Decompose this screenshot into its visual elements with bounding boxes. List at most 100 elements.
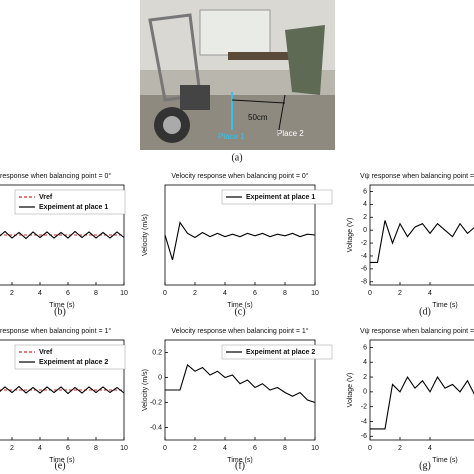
legend-box: [221, 189, 333, 205]
y-tick-label: -2: [361, 404, 367, 411]
chart-title: Velocity response when balancing point =…: [171, 327, 308, 335]
x-tick-label: 4: [38, 290, 42, 297]
x-tick-label: 2: [10, 290, 14, 297]
chart-title: Vψ response when balancing point = 1°: [360, 327, 474, 335]
data-line: [370, 375, 474, 430]
x-tick-label: 10: [120, 445, 128, 452]
legend-label: Expeiment at place 2: [39, 359, 108, 366]
panel-label: (e): [54, 460, 65, 471]
panel-label: (f): [235, 460, 245, 471]
y-tick-label: 4: [363, 201, 367, 208]
x-tick-label: 0: [163, 445, 167, 452]
x-tick-label: 8: [94, 445, 98, 452]
y-tick-label: -0.2: [150, 399, 162, 406]
panel-label: (b): [54, 306, 66, 317]
chart-title: Vψ response when balancing point = 0°: [360, 172, 474, 180]
x-axis-label: Time (s): [49, 457, 74, 464]
x-tick-label: 10: [311, 445, 319, 452]
y-axis-label: Velocity (m/s): [142, 369, 149, 411]
photo: 50cm Place 1 Place 2: [140, 0, 335, 150]
legend-label: Expeiment at place 1: [39, 204, 108, 211]
y-axis-label: Velocity (m/s): [142, 214, 149, 256]
x-tick-label: 2: [398, 445, 402, 452]
photo-distance: 50cm: [248, 113, 268, 122]
legend-label: Expeiment at place 1: [246, 194, 315, 201]
x-tick-label: 6: [253, 445, 257, 452]
x-tick-label: 8: [283, 445, 287, 452]
photo-place-2: Place 2: [277, 129, 304, 138]
y-axis-label: Voltage (V): [347, 373, 354, 408]
y-tick-label: 0: [363, 227, 367, 234]
x-tick-label: 2: [193, 290, 197, 297]
x-tick-label: 4: [428, 445, 432, 452]
chart-title: response when balancing point = 0°: [0, 172, 111, 180]
x-tick-label: 6: [66, 290, 70, 297]
panel-label: (a): [231, 152, 242, 163]
y-tick-label: -6: [361, 433, 367, 440]
data-line: [165, 364, 316, 404]
x-axis-label: Time (s): [227, 457, 252, 464]
x-tick-label: 0: [368, 290, 372, 297]
x-tick-label: 4: [38, 445, 42, 452]
plot-frame: [0, 184, 125, 286]
data-line: [370, 220, 474, 263]
plot-frame: [369, 184, 474, 286]
x-tick-label: 10: [311, 290, 319, 297]
x-tick-label: 10: [120, 290, 128, 297]
photo-hub: [163, 116, 181, 134]
x-axis-label: Time (s): [49, 302, 74, 309]
plot-frame: [369, 339, 474, 441]
x-tick-label: 4: [428, 290, 432, 297]
y-tick-label: 2: [363, 214, 367, 221]
y-tick-label: -4: [361, 253, 367, 260]
panel-label: (g): [419, 460, 431, 471]
x-tick-label: 2: [10, 445, 14, 452]
x-tick-label: 6: [253, 290, 257, 297]
photo-mark-2: [277, 94, 286, 136]
y-tick-label: 2: [363, 374, 367, 381]
legend-box: [14, 344, 126, 370]
y-axis-label: Voltage (V): [347, 218, 354, 253]
x-tick-label: 6: [66, 445, 70, 452]
x-tick-label: 0: [368, 445, 372, 452]
photo-bin: [285, 25, 325, 95]
x-tick-label: 8: [283, 290, 287, 297]
data-line: [0, 385, 125, 395]
y-tick-label: 0: [158, 374, 162, 381]
y-tick-label: 0: [363, 389, 367, 396]
photo-board: [199, 9, 271, 56]
chart-title: Velocity response when balancing point =…: [171, 172, 308, 180]
x-axis-label: Time (s): [432, 457, 457, 464]
legend-label: Vref: [39, 194, 53, 201]
legend-label: Expeiment at place 2: [246, 349, 315, 356]
photo-place-1: Place 1: [218, 132, 245, 141]
photo-bench: [228, 52, 298, 60]
x-tick-label: 2: [193, 445, 197, 452]
panel-label: (d): [419, 306, 431, 317]
y-tick-label: 6: [363, 188, 367, 195]
x-axis-label: Time (s): [227, 302, 252, 309]
y-tick-label: 0.2: [152, 349, 162, 356]
y-tick-label: -4: [361, 418, 367, 425]
legend-label: Vref: [39, 349, 53, 356]
data-line: [0, 230, 125, 240]
chart-title: response when balancing point = 1°: [0, 327, 111, 335]
y-tick-label: -2: [361, 240, 367, 247]
y-tick-label: 6: [363, 344, 367, 351]
x-tick-label: 2: [398, 290, 402, 297]
x-tick-label: 8: [94, 290, 98, 297]
data-line: [164, 221, 316, 261]
panel-label: (c): [234, 306, 245, 317]
legend-box: [221, 344, 333, 360]
x-tick-label: 4: [223, 445, 227, 452]
y-tick-label: -8: [361, 279, 367, 286]
plot-frame: [0, 339, 125, 441]
x-tick-label: 0: [163, 290, 167, 297]
x-tick-label: 4: [223, 290, 227, 297]
photo-body: [180, 85, 210, 110]
y-tick-label: -0.4: [150, 424, 162, 431]
x-axis-label: Time (s): [432, 302, 457, 309]
photo-arrow: [231, 99, 286, 104]
